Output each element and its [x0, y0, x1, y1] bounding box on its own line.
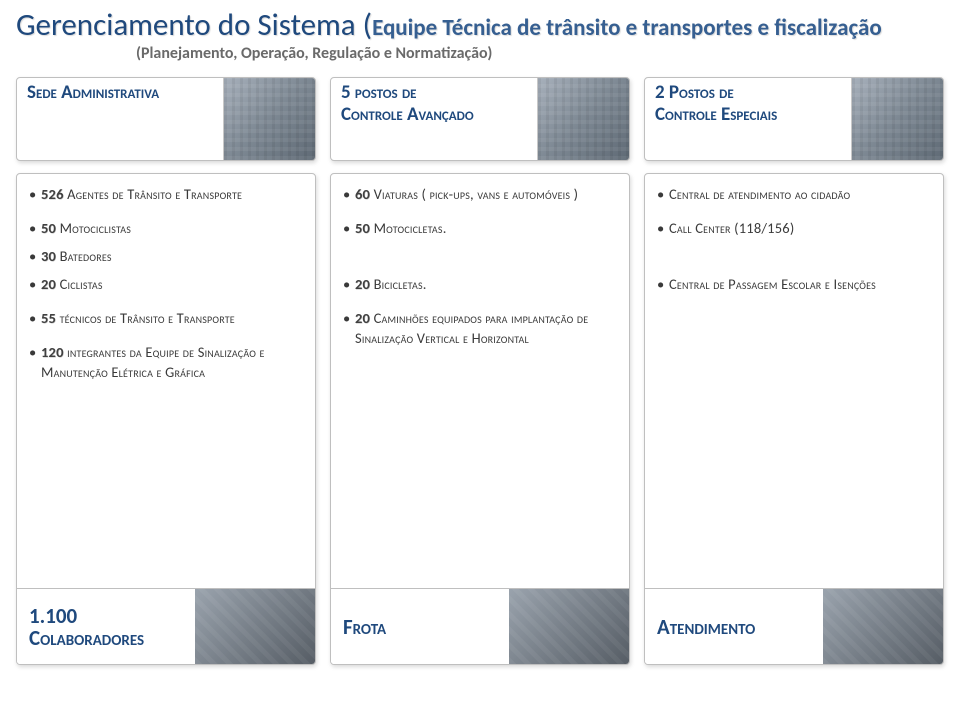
- item-number: 526: [41, 185, 64, 203]
- item-text: Viaturas ( pick-ups, vans e automóveis ): [370, 185, 578, 203]
- column-body: Central de atendimento ao cidadão Call C…: [645, 174, 943, 588]
- item-number: 60: [355, 185, 370, 203]
- item-number: 50: [355, 219, 370, 237]
- list-item: 50 Motocicletas.: [343, 218, 617, 238]
- item-number: 50: [41, 219, 56, 237]
- list-item: 55 técnicos de Trânsito e Transporte: [29, 308, 303, 328]
- item-number: 20: [355, 275, 370, 293]
- list-item: 20 Bicicletas.: [343, 274, 617, 294]
- photo-placeholder: [851, 78, 943, 160]
- column-body: 60 Viaturas ( pick-ups, vans e automóvei…: [331, 174, 629, 588]
- item-text: técnicos de Trânsito e Transporte: [56, 309, 235, 327]
- top-card-postos-especiais: 2 Postos de Controle Especiais: [644, 77, 944, 161]
- item-text: Central de Passagem Escolar e Isenções: [669, 275, 876, 293]
- item-number: 20: [355, 309, 370, 327]
- title-block: Gerenciamento do Sistema (Equipe Técnica…: [0, 0, 960, 67]
- footer-label: 1.100 Colaboradores: [29, 605, 144, 649]
- list-item: 30 Batedores: [29, 246, 303, 266]
- footer-label: Frota: [343, 616, 386, 638]
- list-item: 50 Motociclistas: [29, 218, 303, 238]
- list-item: 526 Agentes de Trânsito e Transporte: [29, 184, 303, 204]
- item-text: integrantes da Equipe de Sinalização e M…: [41, 343, 265, 381]
- photo-placeholder: [509, 589, 629, 664]
- title-main: Gerenciamento do Sistema (: [16, 6, 372, 44]
- title-sub: Equipe Técnica de trânsito e transportes…: [372, 14, 882, 42]
- item-number: 20: [41, 275, 56, 293]
- item-number: 120: [41, 343, 64, 361]
- top-card-postos-avancado: 5 postos de Controle Avançado: [330, 77, 630, 161]
- item-text: Agentes de Trânsito e Transporte: [64, 185, 242, 203]
- list-item: Call Center (118/156): [657, 218, 931, 238]
- item-number: 55: [41, 309, 56, 327]
- item-text: Batedores: [56, 247, 112, 265]
- item-text: Motocicletas.: [370, 219, 446, 237]
- title-planning: (Planejamento, Operação, Regulação e Nor…: [136, 44, 944, 63]
- column-body: 526 Agentes de Trânsito e Transporte 50 …: [17, 174, 315, 588]
- item-text: Bicicletas.: [370, 275, 427, 293]
- top-card-sede: Sede Administrativa: [16, 77, 316, 161]
- column-atendimento: Central de atendimento ao cidadão Call C…: [644, 173, 944, 665]
- photo-placeholder: [223, 78, 315, 160]
- item-text: Central de atendimento ao cidadão: [669, 185, 850, 203]
- page-title: Gerenciamento do Sistema (Equipe Técnica…: [16, 8, 944, 42]
- column-colaboradores: 526 Agentes de Trânsito e Transporte 50 …: [16, 173, 316, 665]
- top-row: Sede Administrativa 5 postos de Controle…: [0, 67, 960, 165]
- list-item: Central de atendimento ao cidadão: [657, 184, 931, 204]
- photo-placeholder: [537, 78, 629, 160]
- list-item: 20 Ciclistas: [29, 274, 303, 294]
- footer-label: Atendimento: [657, 616, 755, 638]
- column-footer: 1.100 Colaboradores: [17, 588, 315, 664]
- item-text: Call Center (118/156): [669, 219, 794, 237]
- column-frota: 60 Viaturas ( pick-ups, vans e automóvei…: [330, 173, 630, 665]
- list-item: 120 integrantes da Equipe de Sinalização…: [29, 342, 303, 382]
- item-text: Motociclistas: [56, 219, 131, 237]
- photo-placeholder: [195, 589, 315, 664]
- main-row: 526 Agentes de Trânsito e Transporte 50 …: [0, 165, 960, 665]
- item-number: 30: [41, 247, 56, 265]
- photo-placeholder: [823, 589, 943, 664]
- list-item: 20 Caminhões equipados para implantação …: [343, 308, 617, 348]
- column-footer: Atendimento: [645, 588, 943, 664]
- list-item: Central de Passagem Escolar e Isenções: [657, 274, 931, 294]
- list-item: 60 Viaturas ( pick-ups, vans e automóvei…: [343, 184, 617, 204]
- column-footer: Frota: [331, 588, 629, 664]
- item-text: Ciclistas: [56, 275, 103, 293]
- item-text: Caminhões equipados para implantação de …: [355, 309, 588, 347]
